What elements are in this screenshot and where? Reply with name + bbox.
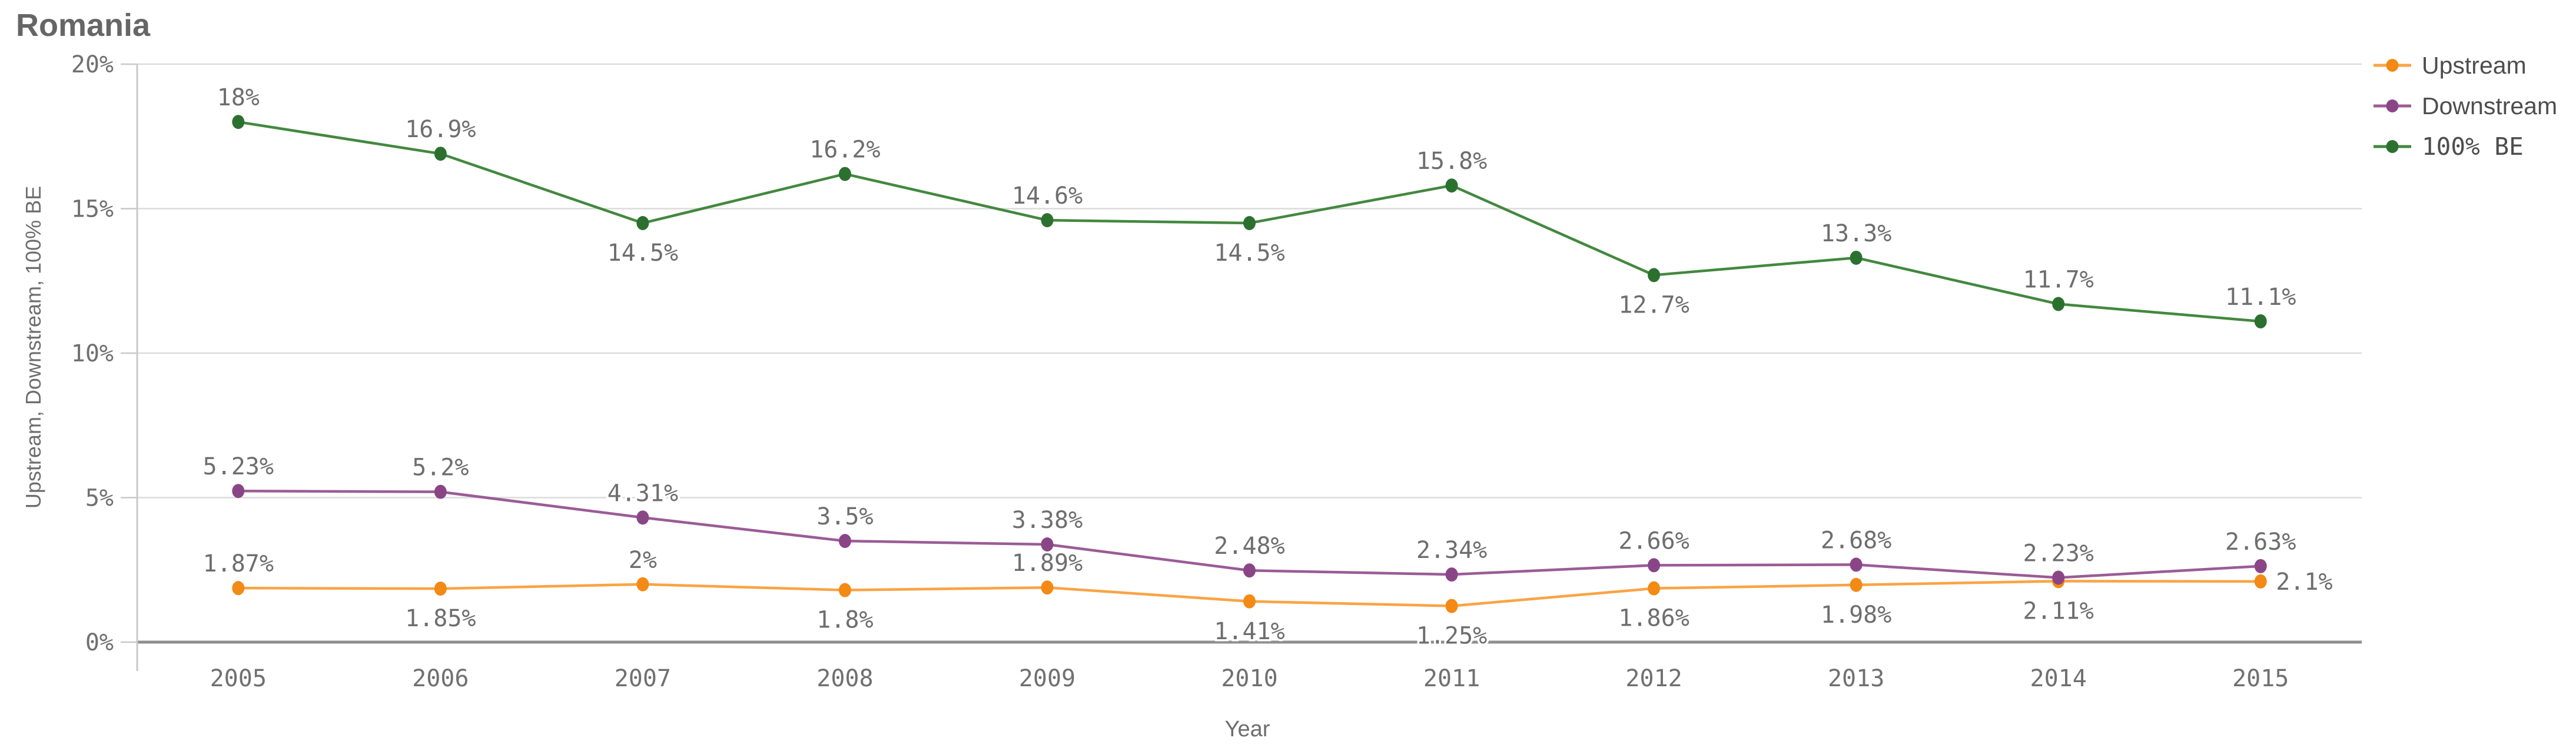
data-point-downstream-2007[interactable]: [636, 510, 649, 525]
legend-item-downstream[interactable]: Downstream: [2372, 92, 2557, 119]
data-point-upstream-2015[interactable]: [2254, 574, 2267, 589]
x-tick-label: 2012: [1625, 665, 1682, 692]
legend-marker-downstream: [2373, 99, 2411, 112]
x-tick-label: 2014: [2030, 665, 2087, 692]
y-tick-label: 20%: [71, 51, 114, 78]
legend-item-upstream[interactable]: Upstream: [2372, 52, 2557, 79]
x-tick-label: 2009: [1019, 665, 1075, 692]
data-label-upstream-2006: 1.85%: [405, 605, 476, 632]
data-point-upstream-2010[interactable]: [1243, 594, 1256, 609]
data-label-downstream-2007: 4.31%: [608, 480, 678, 507]
data-label-100-be-2007: 14.5%: [608, 240, 678, 267]
data-point-upstream-2005[interactable]: [232, 581, 245, 596]
data-label-100-be-2010: 14.5%: [1214, 240, 1284, 267]
data-label-upstream-2008: 1.8%: [816, 607, 873, 634]
y-tick-label: 15%: [71, 196, 114, 223]
data-label-upstream-2013: 1.98%: [1821, 602, 1891, 629]
data-label-upstream-2014: 2.11%: [2023, 597, 2093, 624]
data-point-100-be-2010[interactable]: [1243, 216, 1256, 231]
data-point-upstream-2007[interactable]: [636, 577, 649, 592]
data-point-downstream-2009[interactable]: [1041, 537, 1054, 552]
x-tick-label: 2006: [412, 665, 469, 692]
data-point-100-be-2008[interactable]: [838, 167, 851, 181]
x-tick-label: 2015: [2232, 665, 2289, 692]
data-point-upstream-2012[interactable]: [1648, 581, 1661, 596]
data-label-downstream-2010: 2.48%: [1214, 533, 1284, 560]
data-label-upstream-2009: 1.89%: [1012, 550, 1083, 577]
y-tick-label: 5%: [85, 485, 114, 512]
data-label-100-be-2005: 18%: [217, 84, 260, 111]
y-tick-label: 0%: [85, 629, 114, 656]
data-label-100-be-2006: 16.9%: [405, 116, 476, 143]
data-label-upstream-2005: 1.87%: [203, 550, 274, 577]
y-tick-label: 10%: [71, 340, 114, 367]
legend-label-downstream: Downstream: [2422, 92, 2558, 119]
x-axis-title: Year: [1224, 717, 1270, 742]
data-point-100-be-2005[interactable]: [232, 115, 245, 129]
legend-marker-upstream: [2373, 59, 2411, 72]
data-point-downstream-2008[interactable]: [838, 534, 851, 549]
x-tick-label: 2005: [210, 665, 267, 692]
legend-marker-100-be: [2373, 140, 2411, 153]
data-label-100-be-2013: 13.3%: [1821, 220, 1891, 247]
data-label-downstream-2011: 2.34%: [1416, 537, 1487, 564]
data-label-downstream-2012: 2.66%: [1618, 527, 1689, 554]
data-point-100-be-2015[interactable]: [2254, 314, 2267, 328]
data-label-100-be-2009: 14.6%: [1012, 182, 1083, 210]
data-point-upstream-2009[interactable]: [1041, 580, 1054, 595]
data-label-downstream-2014: 2.23%: [2023, 540, 2093, 567]
data-point-upstream-2011[interactable]: [1445, 599, 1458, 613]
data-label-downstream-2015: 2.63%: [2225, 529, 2296, 556]
data-label-upstream-2011: 1.25%: [1416, 623, 1487, 650]
data-point-100-be-2012[interactable]: [1648, 268, 1661, 283]
data-point-downstream-2014[interactable]: [2052, 570, 2065, 585]
x-tick-label: 2007: [615, 665, 671, 692]
data-label-100-be-2015: 11.1%: [2225, 284, 2296, 311]
data-label-downstream-2009: 3.38%: [1012, 507, 1083, 534]
data-point-downstream-2006[interactable]: [434, 484, 447, 499]
data-label-downstream-2006: 5.2%: [412, 454, 469, 481]
data-point-upstream-2013[interactable]: [1850, 577, 1863, 592]
data-point-100-be-2014[interactable]: [2052, 297, 2065, 311]
data-point-100-be-2011[interactable]: [1445, 178, 1458, 193]
data-label-downstream-2008: 3.5%: [816, 503, 873, 530]
x-tick-label: 2010: [1221, 665, 1277, 692]
data-point-100-be-2013[interactable]: [1850, 250, 1863, 265]
data-point-downstream-2010[interactable]: [1243, 563, 1256, 578]
data-point-downstream-2005[interactable]: [232, 484, 245, 499]
data-point-downstream-2012[interactable]: [1648, 558, 1661, 573]
legend: Upstream Downstream 100% BE: [2372, 52, 2557, 174]
x-tick-label: 2008: [816, 665, 873, 692]
data-label-100-be-2011: 15.8%: [1416, 148, 1487, 175]
data-point-downstream-2011[interactable]: [1445, 567, 1458, 582]
data-label-downstream-2005: 5.23%: [203, 453, 274, 480]
data-label-upstream-2007: 2%: [629, 547, 657, 574]
legend-label-100-be: 100% BE: [2422, 132, 2524, 161]
legend-label-upstream: Upstream: [2422, 51, 2527, 79]
data-point-100-be-2006[interactable]: [434, 147, 447, 161]
data-point-100-be-2007[interactable]: [636, 216, 649, 231]
chart-title: Romania: [16, 8, 151, 43]
data-label-upstream-2015: 2.1%: [2276, 569, 2332, 596]
data-point-upstream-2006[interactable]: [434, 581, 447, 596]
legend-item-100-be[interactable]: 100% BE: [2372, 132, 2557, 161]
data-point-downstream-2015[interactable]: [2254, 559, 2267, 573]
x-tick-label: 2013: [1828, 665, 1884, 692]
x-tick-label: 2011: [1423, 665, 1480, 692]
data-label-downstream-2013: 2.68%: [1821, 527, 1891, 554]
data-label-100-be-2014: 11.7%: [2023, 267, 2093, 294]
data-label-upstream-2012: 1.86%: [1618, 605, 1689, 632]
data-point-100-be-2009[interactable]: [1041, 213, 1054, 228]
data-point-upstream-2008[interactable]: [838, 583, 851, 597]
data-point-downstream-2013[interactable]: [1850, 557, 1863, 572]
data-label-upstream-2010: 1.41%: [1214, 618, 1284, 645]
data-label-100-be-2008: 16.2%: [809, 137, 880, 164]
data-label-100-be-2012: 12.7%: [1618, 291, 1689, 318]
